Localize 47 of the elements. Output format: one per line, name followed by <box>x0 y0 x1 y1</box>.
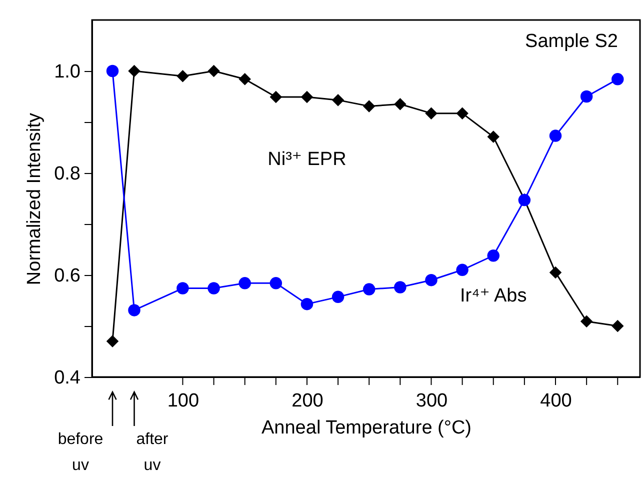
x-tick-label: 300 <box>416 390 448 412</box>
point <box>208 282 220 294</box>
point <box>176 282 189 294</box>
point <box>394 98 406 110</box>
point <box>106 64 119 78</box>
point <box>176 70 189 82</box>
y-axis-title: Normalized Intensity <box>24 112 46 286</box>
x-tick-label: 200 <box>292 390 324 412</box>
point <box>394 281 406 294</box>
point <box>238 73 251 86</box>
text: Ni³⁺ EPR <box>268 149 346 170</box>
point <box>425 274 438 286</box>
point <box>300 298 314 310</box>
point <box>549 266 562 279</box>
point <box>332 94 344 106</box>
point <box>487 250 500 262</box>
point <box>128 304 140 316</box>
x-tick-label: 100 <box>167 390 200 412</box>
y-tick-label: 0.8 <box>54 164 80 184</box>
y-tick-label: 0.4 <box>54 368 81 388</box>
point <box>487 130 500 143</box>
point <box>456 107 468 120</box>
point <box>580 90 593 103</box>
x-tick-label: 400 <box>540 390 572 412</box>
annotation: Sample S2 <box>525 31 618 52</box>
point <box>238 277 251 290</box>
point <box>332 290 344 304</box>
point <box>425 107 438 120</box>
point <box>270 277 282 290</box>
point <box>128 64 140 78</box>
point <box>580 315 593 328</box>
point <box>300 90 314 104</box>
text: before uv <box>58 431 104 474</box>
point <box>208 64 220 78</box>
point <box>270 90 282 104</box>
point <box>549 130 562 142</box>
point <box>362 283 376 296</box>
point <box>456 264 468 276</box>
point <box>362 100 376 112</box>
series-label: Ir⁴⁺ Abs <box>460 286 527 307</box>
text: after uv <box>136 431 169 474</box>
point <box>612 73 624 86</box>
y-tick-label: 1.0 <box>54 62 80 82</box>
point <box>612 320 624 332</box>
point <box>106 335 119 348</box>
y-tick-label: 0.6 <box>54 266 80 286</box>
x-axis-title: Anneal Temperature (°C) <box>261 418 472 438</box>
